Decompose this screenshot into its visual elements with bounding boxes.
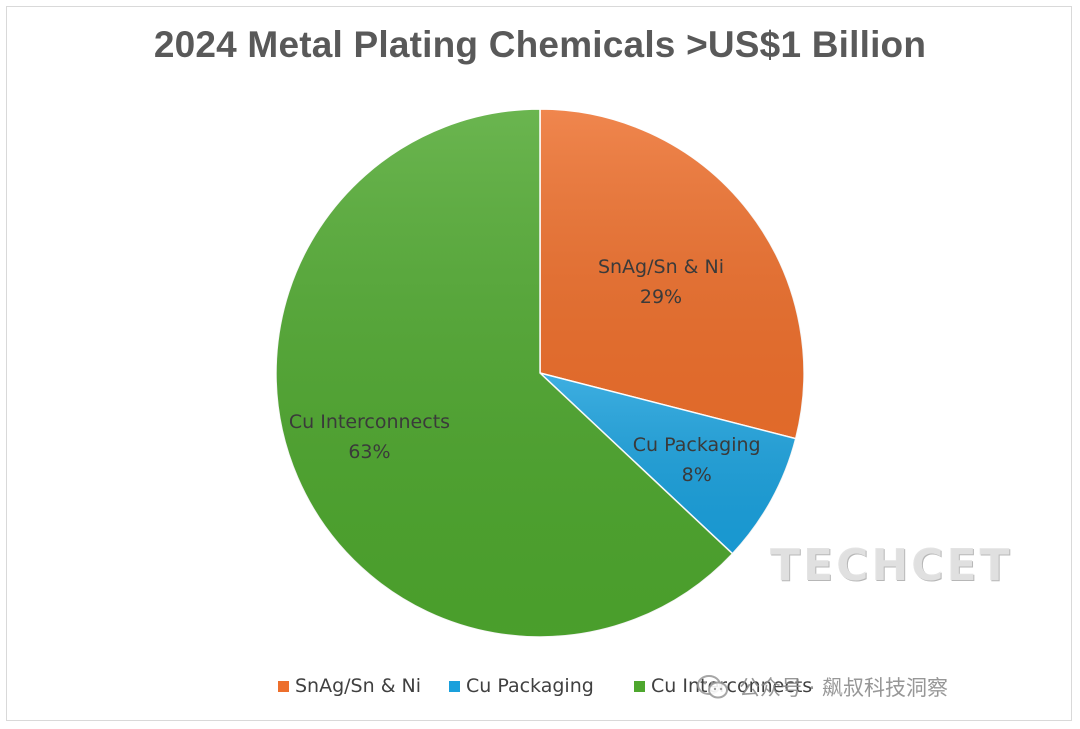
legend-label-snag: SnAg/Sn & Ni bbox=[295, 675, 422, 697]
slice-category-label: SnAg/Sn & Ni bbox=[598, 256, 724, 278]
slice-percent-label: 63% bbox=[348, 441, 390, 463]
pie-slice-shading bbox=[276, 109, 733, 637]
legend-swatch-cu-packaging bbox=[449, 680, 460, 692]
chart-legend: SnAg/Sn & Ni Cu Packaging Cu Interconnec… bbox=[0, 675, 1080, 701]
slice-category-label: Cu Packaging bbox=[633, 434, 761, 456]
wechat-icon bbox=[697, 675, 728, 699]
wechat-watermark-text: 公众号 · 飙叔科技洞察 bbox=[739, 676, 949, 700]
pie-slice-shading bbox=[540, 373, 796, 554]
chart-title: 2024 Metal Plating Chemicals >US$1 Billi… bbox=[153, 24, 927, 65]
slice-percent-label: 8% bbox=[682, 464, 712, 486]
legend-swatch-cu-interconnects bbox=[634, 680, 645, 692]
techcet-watermark-logo: TECHCET bbox=[770, 540, 1013, 591]
slice-percent-label: 29% bbox=[640, 286, 682, 308]
legend-item-cu-interconnects: Cu Interconnects bbox=[634, 675, 812, 697]
pie-slice-shading bbox=[540, 109, 804, 439]
legend-item-snag: SnAg/Sn & Ni bbox=[278, 675, 421, 697]
slice-category-label: Cu Interconnects bbox=[289, 411, 450, 433]
legend-swatch-snag bbox=[278, 680, 289, 692]
legend-label-cu-packaging: Cu Packaging bbox=[466, 675, 594, 697]
legend-label-cu-interconnects: Cu Interconnects bbox=[651, 675, 813, 697]
legend-item-cu-packaging: Cu Packaging bbox=[449, 675, 594, 697]
wechat-watermark: 公众号 · 飙叔科技洞察 bbox=[697, 672, 948, 702]
